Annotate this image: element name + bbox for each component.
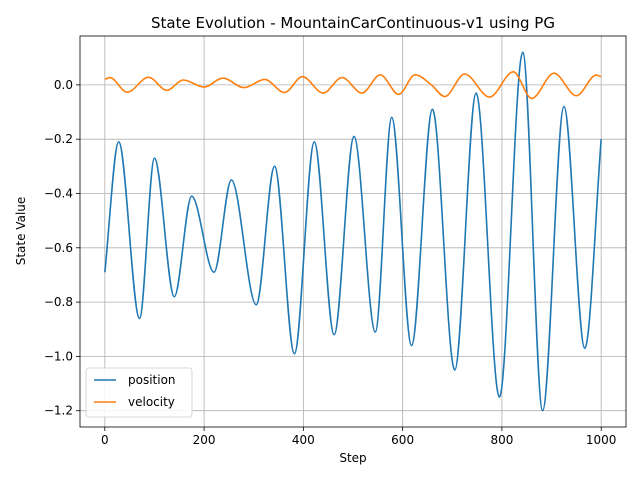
x-axis-label: Step: [339, 451, 366, 465]
y-tick-label: 0.0: [54, 78, 73, 92]
y-axis-ticks: −1.2 −1.0 −0.8 −0.6 −0.4 −0.2 0.0: [44, 78, 80, 418]
x-tick-label: 0: [101, 433, 109, 447]
y-tick-label: −0.6: [44, 241, 73, 255]
y-tick-label: −1.0: [44, 349, 73, 363]
x-tick-label: 1000: [586, 433, 617, 447]
chart-title: State Evolution - MountainCarContinuous-…: [151, 14, 555, 32]
y-tick-label: −0.8: [44, 295, 73, 309]
series-line-velocity: [104, 71, 602, 100]
y-axis-label: State Value: [14, 197, 28, 266]
y-tick-label: −1.2: [44, 404, 73, 418]
x-axis-ticks: 0 200 400 600 800 1000: [101, 427, 616, 447]
legend: position velocity: [85, 367, 193, 418]
plot-frame: [79, 35, 627, 428]
x-tick-label: 400: [292, 433, 315, 447]
legend-label-velocity: velocity: [128, 395, 175, 409]
y-tick-label: −0.4: [44, 186, 73, 200]
grid: [80, 36, 626, 427]
series-lines: [104, 51, 602, 412]
x-tick-label: 800: [490, 433, 513, 447]
legend-label-position: position: [128, 373, 176, 387]
series-line-position: [104, 51, 602, 412]
x-tick-label: 200: [193, 433, 216, 447]
y-tick-label: −0.2: [44, 132, 73, 146]
x-tick-label: 600: [391, 433, 414, 447]
